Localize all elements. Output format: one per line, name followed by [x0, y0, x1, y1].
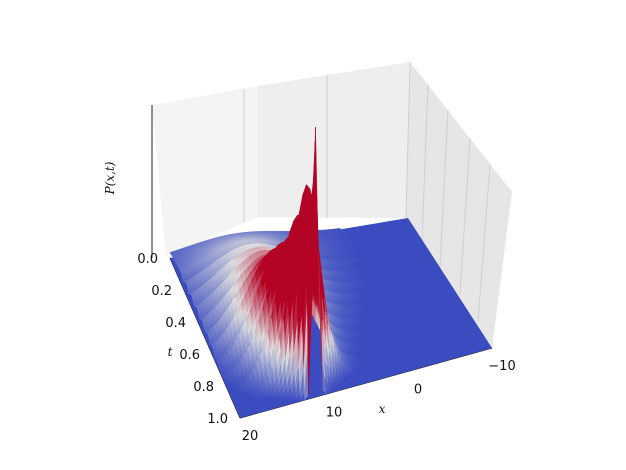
t-tick-label: 0.4 [165, 316, 186, 331]
t-tick-label: 0.6 [179, 348, 200, 363]
surface-patch [358, 308, 364, 311]
surface [169, 126, 492, 418]
t-tick-label: 0.2 [151, 284, 172, 299]
surface-patch [358, 272, 363, 275]
surface-patch [356, 297, 362, 300]
back-wall-left [152, 86, 258, 256]
right-wall [406, 62, 512, 348]
surface-patch [359, 282, 365, 285]
surface-patch [354, 260, 360, 263]
surface-patch [356, 319, 362, 322]
t-tick-label: 0.0 [137, 252, 158, 267]
surface-patch [348, 371, 354, 375]
surface-patch [349, 251, 355, 254]
surface-patch [350, 367, 356, 370]
surface-patch [352, 363, 358, 366]
surface-patch [346, 252, 352, 256]
surface-patch [354, 300, 360, 304]
surface-patch [353, 313, 359, 316]
t-tick-label: 0.8 [193, 380, 214, 395]
surface-patch [359, 295, 365, 299]
surface-patch [352, 325, 357, 328]
surface-patch [356, 332, 361, 335]
t-axis-label: t [168, 345, 173, 359]
back-wall-right [258, 62, 410, 218]
surface-patch [357, 285, 363, 288]
surface-patch [354, 322, 360, 325]
surface-patch [345, 373, 351, 377]
surface-patch [350, 265, 355, 268]
surface-patch [352, 348, 358, 351]
surface-patch [355, 309, 361, 313]
x-tick-label: 20 [242, 429, 259, 444]
surface-patch [355, 287, 360, 290]
grid-lines [243, 61, 491, 323]
axes-panes [152, 62, 512, 348]
z-axis-label: P(x,t) [103, 161, 117, 195]
surface-patch [353, 335, 359, 339]
surface-patch [355, 274, 360, 277]
t-tick-label: 1.0 [207, 412, 228, 427]
surface-patch [354, 360, 360, 363]
x-tick-label: 10 [326, 406, 343, 421]
surface-patch [351, 248, 357, 251]
surface-patch [354, 345, 360, 348]
surface-patch [352, 263, 358, 266]
